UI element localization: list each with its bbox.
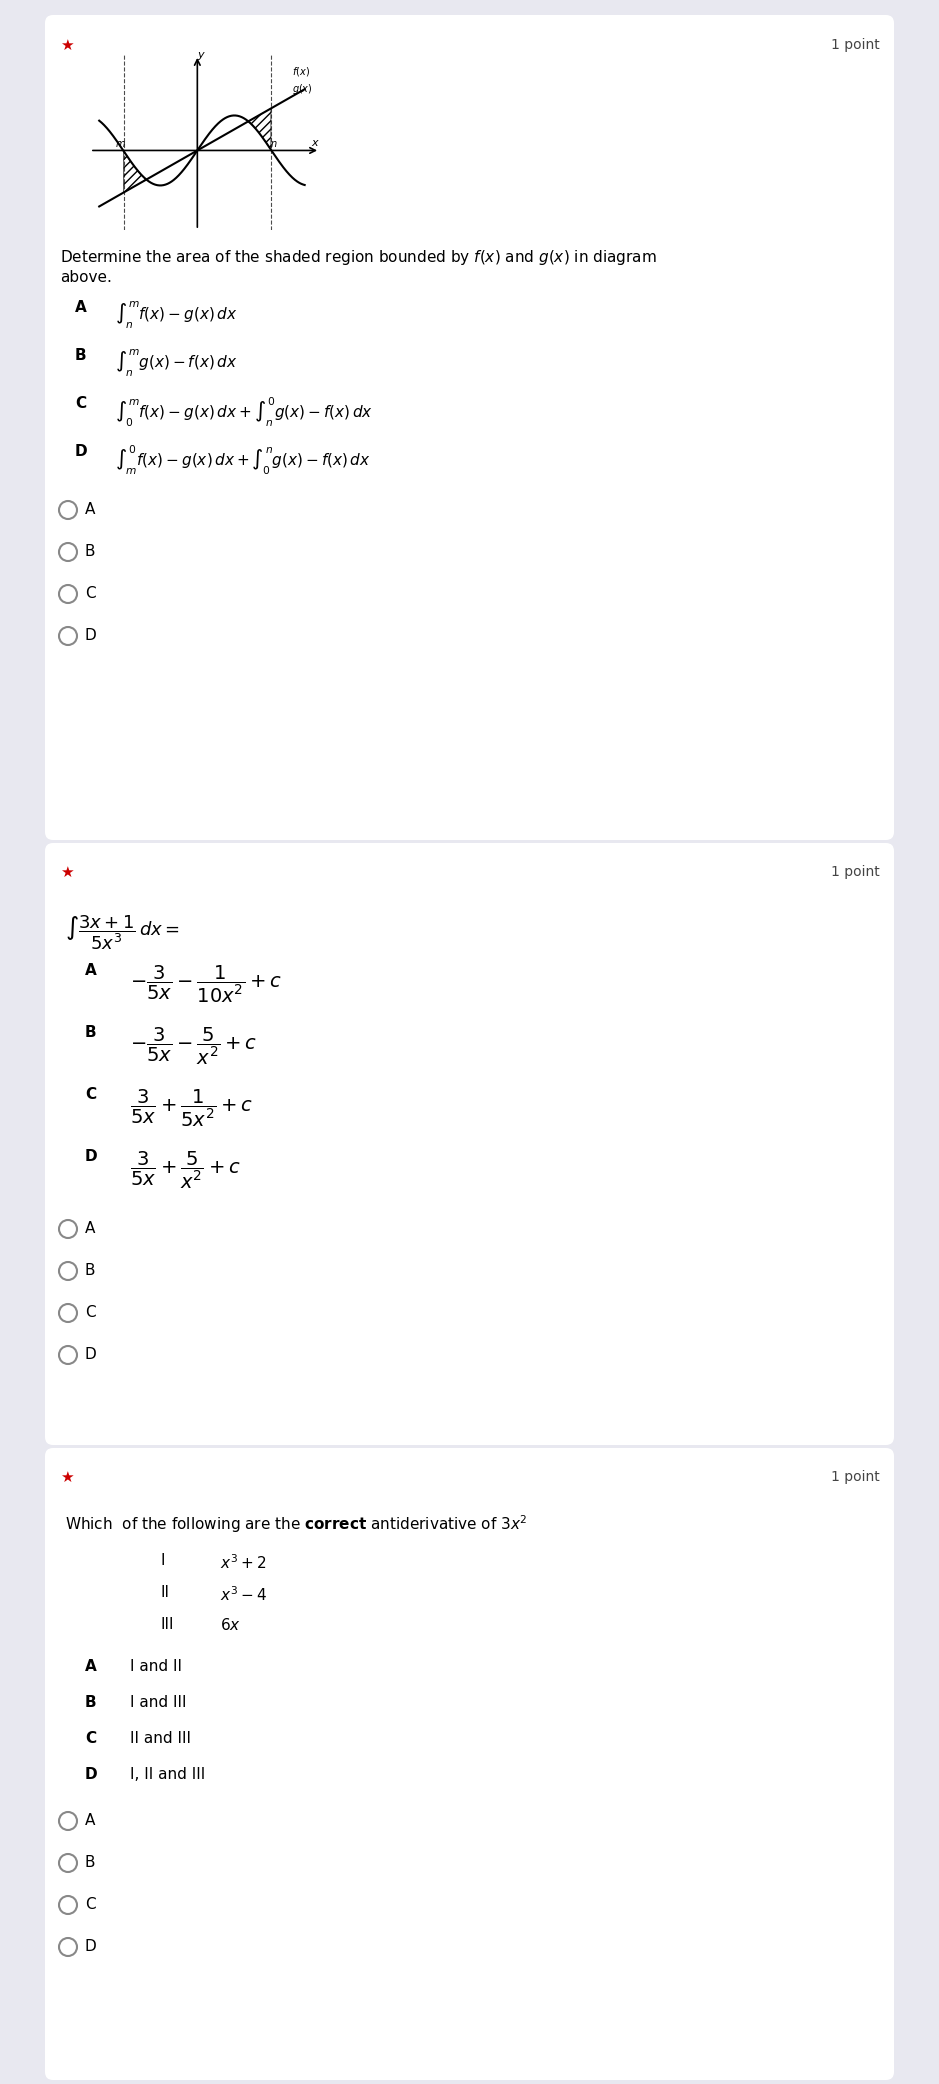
Text: $x^3+2$: $x^3+2$ xyxy=(220,1553,267,1571)
Text: II: II xyxy=(160,1586,169,1601)
Text: B: B xyxy=(85,1694,97,1711)
Text: $n$: $n$ xyxy=(270,140,278,148)
FancyBboxPatch shape xyxy=(45,19,894,694)
Text: $-\dfrac{3}{5x} - \dfrac{1}{10x^2} + c$: $-\dfrac{3}{5x} - \dfrac{1}{10x^2} + c$ xyxy=(130,963,282,1004)
FancyBboxPatch shape xyxy=(45,844,894,1444)
Text: $x^3-4$: $x^3-4$ xyxy=(220,1586,267,1605)
Text: D: D xyxy=(85,1938,97,1955)
Text: D: D xyxy=(85,627,97,644)
Text: $\int_{n}^{m} f(x)-g(x)\,dx$: $\int_{n}^{m} f(x)-g(x)\,dx$ xyxy=(115,300,238,331)
Text: $\int_{n}^{m} g(x)-f(x)\,dx$: $\int_{n}^{m} g(x)-f(x)\,dx$ xyxy=(115,348,238,379)
Text: C: C xyxy=(85,1896,96,1911)
Text: $x$: $x$ xyxy=(311,138,320,148)
Text: B: B xyxy=(85,1855,96,1869)
Text: $\dfrac{3}{5x} + \dfrac{5}{x^2} + c$: $\dfrac{3}{5x} + \dfrac{5}{x^2} + c$ xyxy=(130,1148,240,1190)
Text: D: D xyxy=(85,1148,98,1165)
Text: D: D xyxy=(85,1767,98,1782)
Text: D: D xyxy=(75,444,87,458)
Text: C: C xyxy=(85,1305,96,1319)
Text: II and III: II and III xyxy=(130,1732,191,1746)
Text: Which  of the following are the $\mathbf{correct}$ antiderivative of $3x^2$: Which of the following are the $\mathbf{… xyxy=(65,1513,528,1534)
Text: B: B xyxy=(85,1263,96,1277)
Text: $6x$: $6x$ xyxy=(220,1617,241,1634)
Text: B: B xyxy=(75,348,86,363)
Text: $m$: $m$ xyxy=(115,140,126,148)
FancyBboxPatch shape xyxy=(45,15,894,840)
Text: B: B xyxy=(85,544,96,559)
Text: A: A xyxy=(75,300,86,315)
Text: ★: ★ xyxy=(60,865,73,879)
Text: A: A xyxy=(85,502,96,517)
Text: I, II and III: I, II and III xyxy=(130,1767,206,1782)
Text: $-\dfrac{3}{5x} - \dfrac{5}{x^2} + c$: $-\dfrac{3}{5x} - \dfrac{5}{x^2} + c$ xyxy=(130,1025,257,1067)
Text: A: A xyxy=(85,1659,97,1673)
Text: ★: ★ xyxy=(60,38,73,52)
Text: $g(x)$: $g(x)$ xyxy=(292,81,313,96)
Text: Determine the area of the shaded region bounded by $f(x)$ and $g(x)$ in diagram: Determine the area of the shaded region … xyxy=(60,248,656,267)
Text: C: C xyxy=(85,586,96,600)
Text: A: A xyxy=(85,1813,96,1828)
FancyBboxPatch shape xyxy=(45,1448,894,2080)
Text: $\int_{m}^{0} f(x)-g(x)\,dx + \int_{0}^{n} g(x)-f(x)\,dx$: $\int_{m}^{0} f(x)-g(x)\,dx + \int_{0}^{… xyxy=(115,444,371,477)
Text: A: A xyxy=(85,1221,96,1236)
Text: C: C xyxy=(85,1088,96,1102)
Text: D: D xyxy=(85,1346,97,1363)
Text: C: C xyxy=(85,1732,96,1746)
Text: above.: above. xyxy=(60,271,112,286)
Text: $y$: $y$ xyxy=(197,50,207,63)
Text: I: I xyxy=(160,1553,164,1567)
Text: $\int_{0}^{m} f(x)-g(x)\,dx + \int_{n}^{0} g(x)-f(x)\,dx$: $\int_{0}^{m} f(x)-g(x)\,dx + \int_{n}^{… xyxy=(115,396,373,429)
Text: $\int \dfrac{3x+1}{5x^3}\,dx =$: $\int \dfrac{3x+1}{5x^3}\,dx =$ xyxy=(65,913,179,952)
Text: ★: ★ xyxy=(60,1469,73,1486)
Text: $f(x)$: $f(x)$ xyxy=(292,65,310,77)
Text: 1 point: 1 point xyxy=(831,38,880,52)
Text: B: B xyxy=(85,1025,97,1040)
Text: I and III: I and III xyxy=(130,1694,187,1711)
Text: III: III xyxy=(160,1617,174,1632)
Text: I and II: I and II xyxy=(130,1659,182,1673)
Text: 1 point: 1 point xyxy=(831,1469,880,1484)
Text: A: A xyxy=(85,963,97,977)
Text: 1 point: 1 point xyxy=(831,865,880,879)
Text: C: C xyxy=(75,396,86,411)
Text: $\dfrac{3}{5x} + \dfrac{1}{5x^2} + c$: $\dfrac{3}{5x} + \dfrac{1}{5x^2} + c$ xyxy=(130,1088,254,1130)
